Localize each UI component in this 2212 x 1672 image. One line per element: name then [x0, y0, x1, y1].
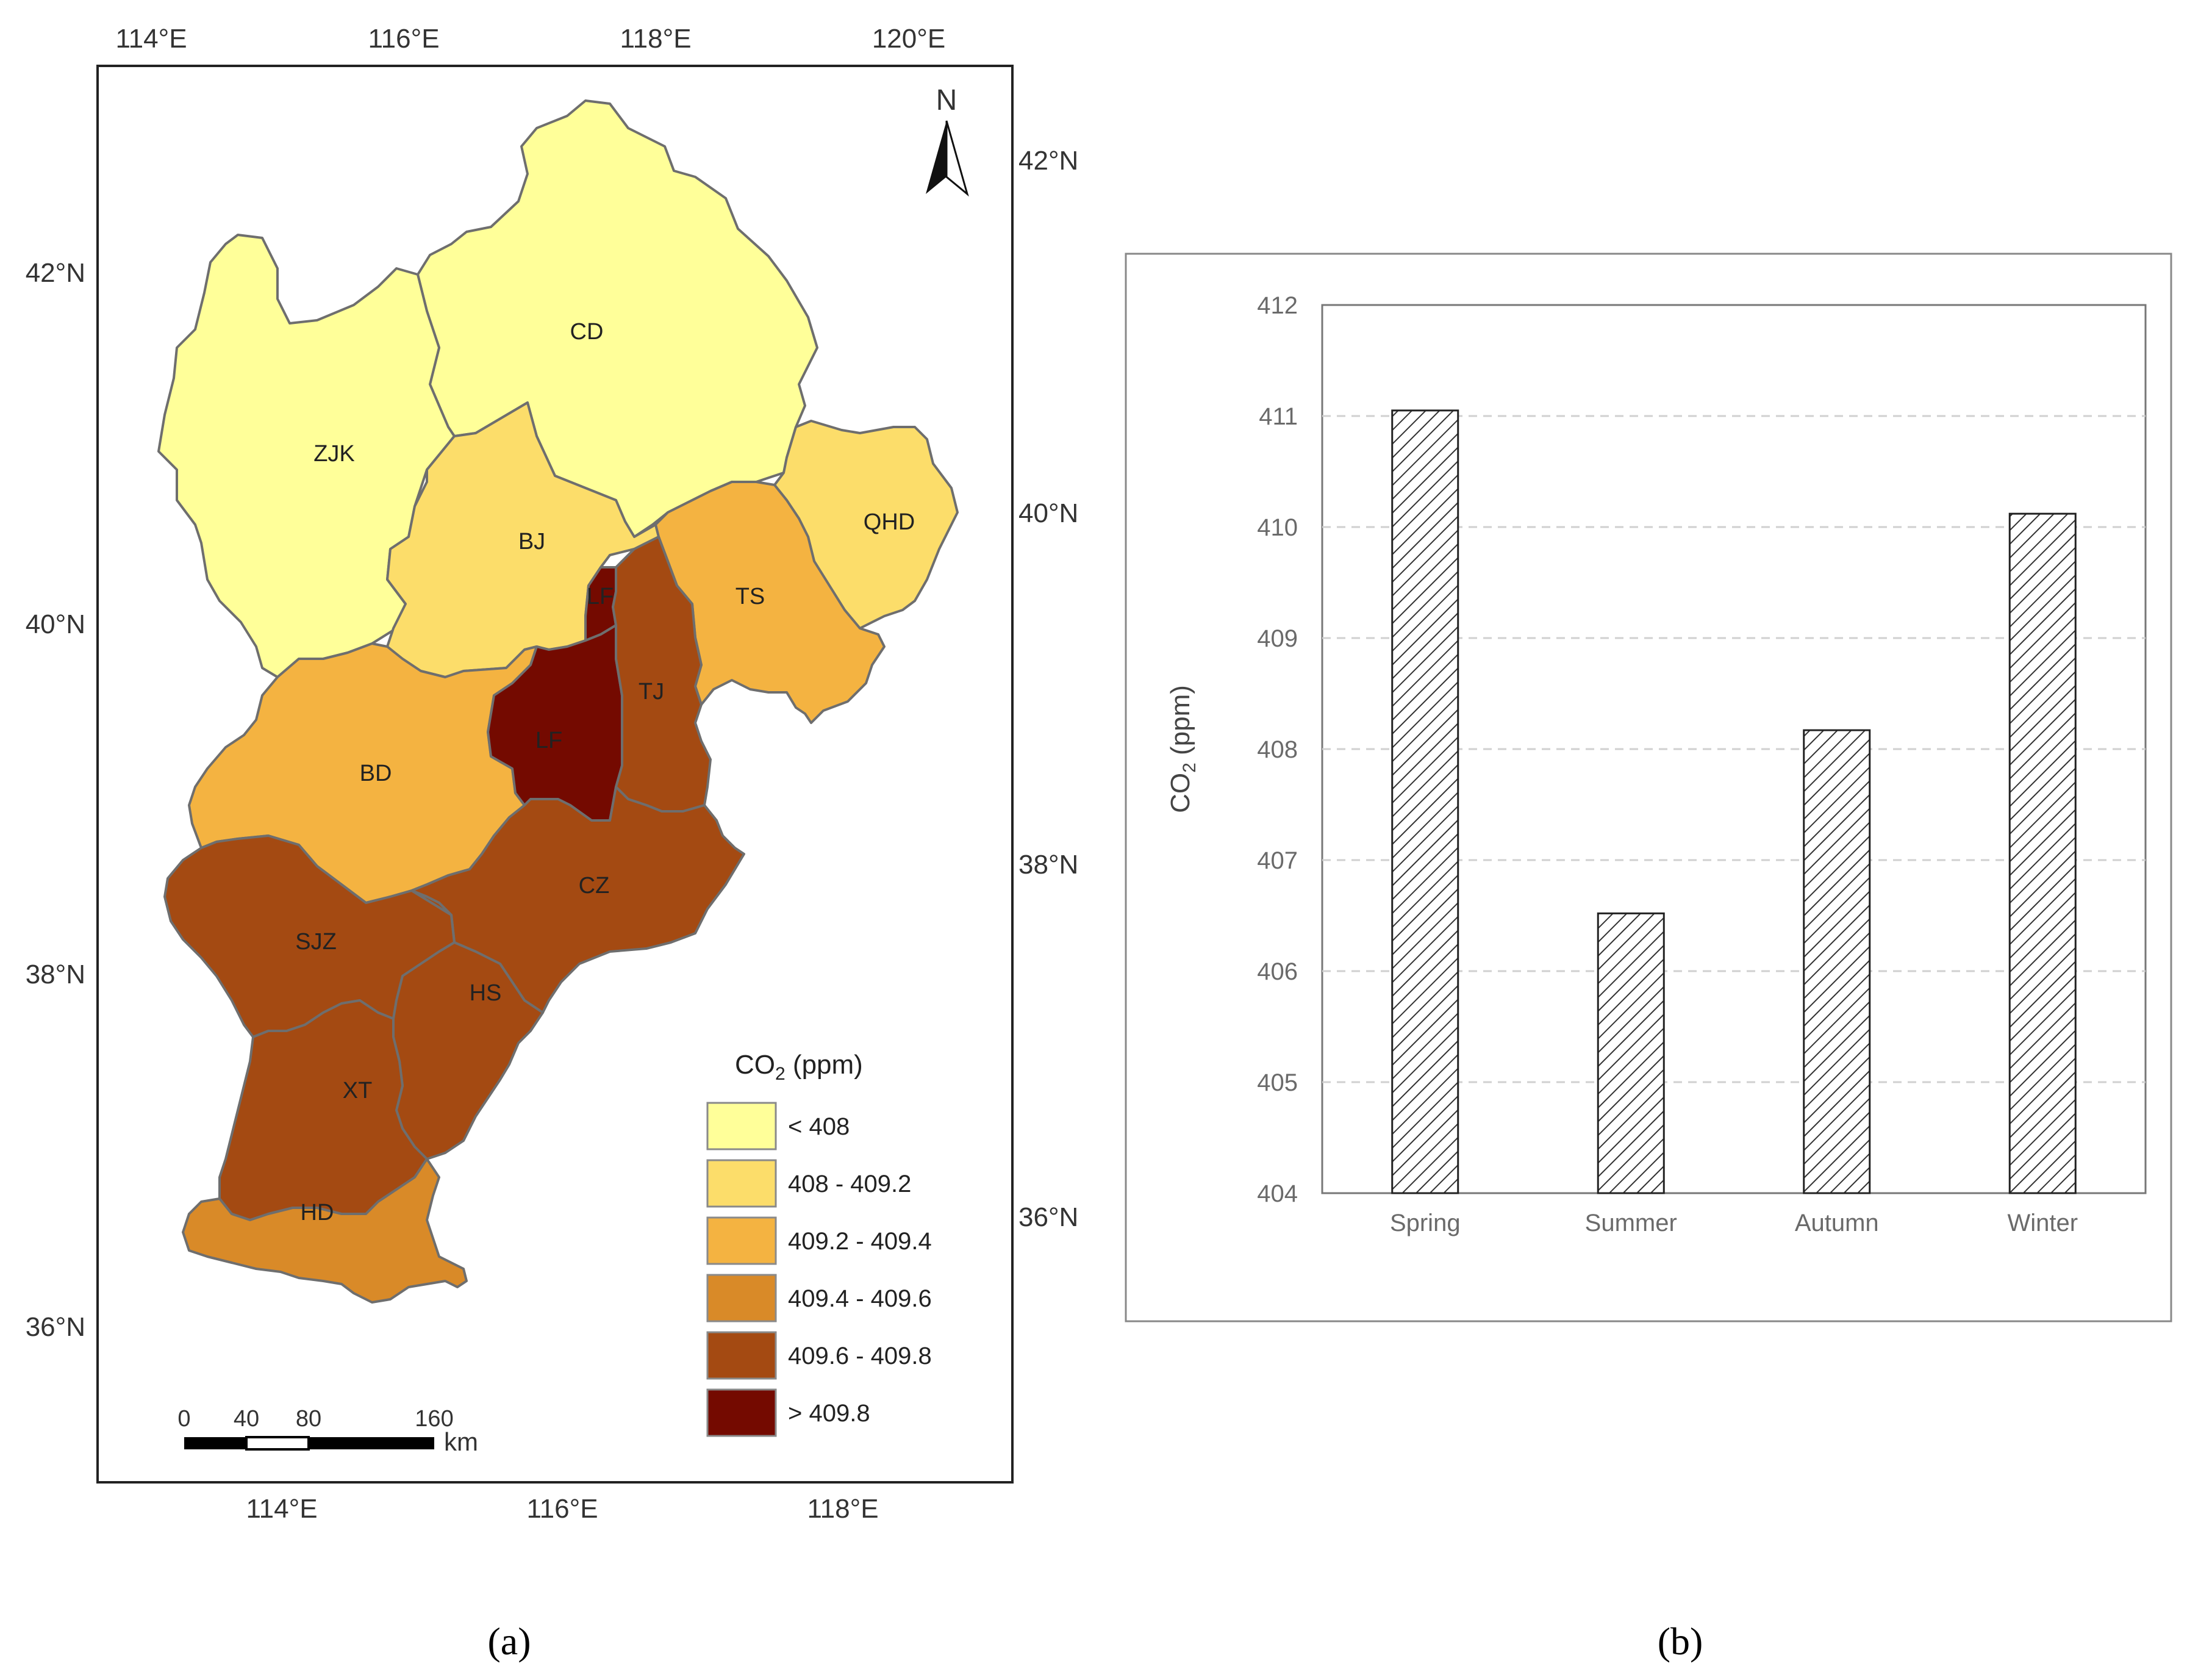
region-TJ: [612, 536, 712, 813]
legend-item: < 408: [706, 1102, 850, 1150]
legend-title-main: CO: [735, 1050, 775, 1080]
y-tick-label: 407: [1257, 847, 1298, 874]
region-label-TS: TS: [736, 584, 765, 609]
region-label-LF-north: LF: [587, 584, 614, 609]
bar-spring: [1391, 409, 1459, 1194]
scale-unit: km: [444, 1427, 478, 1456]
chart-y-ticks: 404 405 406 407 408 409 410 411 412: [1257, 292, 1298, 1207]
region-label-LF-south: LF: [535, 728, 562, 753]
scale-tick: 80: [296, 1406, 321, 1432]
legend-item: 408 - 409.2: [706, 1159, 911, 1208]
scale-tick: 40: [234, 1406, 259, 1432]
chart-panel: 404 405 406 407 408 409 410 411 412 Spring Summer…: [1125, 253, 2172, 1663]
region-label-XT: XT: [343, 1078, 373, 1103]
legend-items: < 408 408 - 409.2 409.2 - 409.4 409.4 - 409…: [706, 1102, 932, 1437]
legend-label: 409.2 - 409.4: [788, 1228, 932, 1255]
ylabel-unit: (ppm): [1165, 685, 1195, 762]
chart-x-ticks: Spring Summer Autumn Winter: [1390, 1210, 2078, 1236]
legend-item: > 409.8: [706, 1388, 870, 1437]
bottom-lon-tick: 116°E: [526, 1494, 598, 1524]
chart-outer-frame: [1125, 253, 2172, 1322]
legend-title-unit: (ppm): [786, 1050, 863, 1080]
y-tick-label: 411: [1259, 403, 1298, 430]
legend-swatch: [706, 1274, 777, 1322]
bar-summer: [1597, 912, 1665, 1194]
top-lon-tick: 114°E: [115, 24, 187, 54]
legend-label: 409.4 - 409.6: [788, 1285, 932, 1312]
scale-tick: 0: [177, 1406, 190, 1432]
right-lat-tick: 38°N: [1018, 850, 1078, 880]
panel-b-caption: (b): [1658, 1620, 1703, 1663]
top-lon-tick: 120°E: [872, 24, 945, 54]
region-label-CZ: CZ: [579, 873, 610, 899]
bar-winter: [2008, 512, 2077, 1194]
region-label-QHD: QHD: [864, 509, 915, 535]
region-layer: [157, 99, 959, 1304]
left-lat-tick: 42°N: [26, 258, 85, 288]
right-lat-tick: 42°N: [1018, 146, 1078, 176]
region-label-SJZ: SJZ: [295, 929, 337, 955]
top-lon-tick: 116°E: [368, 24, 439, 54]
north-arrow-icon: N: [926, 84, 969, 197]
region-CZ: [410, 786, 745, 1014]
top-lon-tick: 118°E: [620, 24, 691, 54]
panel-a-caption: (a): [487, 1620, 531, 1663]
y-tick-label: 412: [1257, 292, 1298, 319]
region-label-BD: BD: [360, 761, 392, 786]
y-tick-label: 404: [1257, 1180, 1298, 1207]
legend-label: 408 - 409.2: [788, 1171, 911, 1197]
legend-swatch: [706, 1388, 777, 1437]
y-tick-label: 406: [1257, 958, 1298, 985]
legend-item: 409.6 - 409.8: [706, 1331, 932, 1380]
bottom-lon-tick: 114°E: [246, 1494, 317, 1524]
north-label: N: [936, 84, 957, 117]
legend-item: 409.2 - 409.4: [706, 1216, 932, 1265]
x-tick-label: Winter: [2007, 1210, 2078, 1236]
right-lat-tick: 40°N: [1018, 498, 1078, 528]
region-label-HS: HS: [470, 980, 502, 1006]
left-lat-tick: 36°N: [26, 1312, 85, 1342]
scale-tick: 160: [415, 1406, 453, 1432]
y-tick-label: 410: [1257, 514, 1298, 541]
y-tick-label: 405: [1257, 1069, 1298, 1096]
ylabel-main: CO: [1165, 773, 1195, 813]
x-tick-label: Autumn: [1795, 1210, 1879, 1236]
scale-bar: 0 40 80 160 km: [177, 1406, 478, 1456]
region-HD: [182, 1158, 468, 1304]
legend-swatch: [706, 1159, 777, 1208]
legend-item: 409.4 - 409.6: [706, 1274, 932, 1322]
y-tick-label: 408: [1257, 736, 1298, 763]
legend-label: < 408: [788, 1113, 850, 1140]
region-label-BJ: BJ: [518, 529, 545, 554]
x-tick-label: Summer: [1585, 1210, 1677, 1236]
chart-y-axis-label: CO2 (ppm): [1165, 685, 1200, 813]
ylabel-sub: 2: [1179, 762, 1200, 773]
right-lat-tick: 36°N: [1018, 1202, 1078, 1232]
region-label-HD: HD: [301, 1200, 334, 1225]
x-tick-label: Spring: [1390, 1210, 1461, 1236]
region-HS: [392, 889, 544, 1160]
legend-title: CO2 (ppm): [735, 1050, 863, 1084]
region-label-ZJK: ZJK: [313, 441, 355, 467]
region-label-CD: CD: [570, 319, 604, 345]
region-labels: CD ZJK QHD BJ TS LF TJ LF BD CZ SJZ HS X…: [295, 319, 915, 1225]
legend-swatch: [706, 1216, 777, 1265]
bar-autumn: [1803, 729, 1871, 1194]
left-lat-tick: 38°N: [26, 960, 85, 989]
region-label-TJ: TJ: [639, 679, 664, 705]
map-frame: [96, 65, 1014, 1484]
bottom-lon-tick: 118°E: [807, 1494, 878, 1524]
chart-grid: [1322, 415, 2146, 1083]
map-panel: 114°E 116°E 118°E 120°E 114°E 116°E 118°…: [26, 24, 1079, 1663]
legend-swatch: [706, 1331, 777, 1380]
legend-label: 409.6 - 409.8: [788, 1343, 932, 1369]
legend-title-sub: 2: [775, 1064, 786, 1084]
chart-bars: [1391, 409, 2077, 1194]
map-legend: CO2 (ppm) < 408 408 - 409.2 409.2 - 409.4 4…: [706, 1050, 932, 1437]
legend-label: > 409.8: [788, 1400, 870, 1427]
y-tick-label: 409: [1257, 625, 1298, 652]
legend-swatch: [706, 1102, 777, 1150]
left-lat-tick: 40°N: [26, 609, 85, 639]
